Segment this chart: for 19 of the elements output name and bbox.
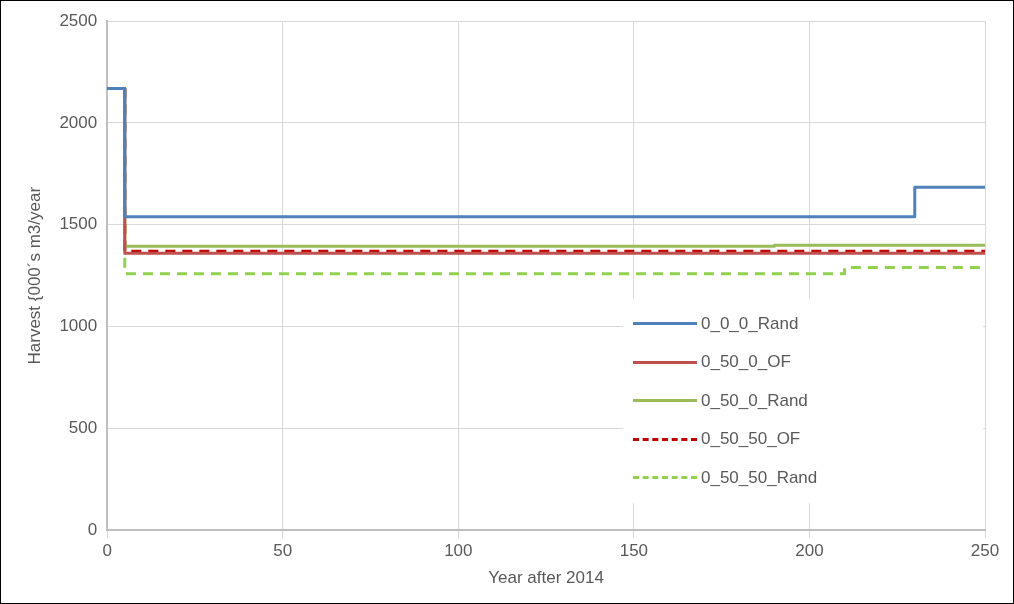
x-tick-label: 100 bbox=[444, 541, 473, 561]
legend-label: 0_50_0_OF bbox=[701, 352, 791, 373]
legend-label: 0_50_50_Rand bbox=[701, 467, 818, 488]
y-axis-title: Harvest {000´s m3/year bbox=[24, 186, 44, 365]
legend-label: 0_0_0_Rand bbox=[701, 313, 799, 334]
y-tick-label: 2000 bbox=[59, 112, 98, 132]
x-tick-label: 200 bbox=[795, 541, 824, 561]
x-tick-label: 250 bbox=[970, 541, 1000, 561]
y-tick-label: 0 bbox=[87, 519, 98, 539]
legend-label: 0_50_50_OF bbox=[701, 429, 801, 450]
y-tick-label: 1000 bbox=[59, 316, 98, 336]
y-tick-label: 500 bbox=[68, 418, 98, 438]
y-tick-label: 2500 bbox=[59, 10, 98, 30]
y-tick-label: 1500 bbox=[59, 214, 98, 234]
x-tick-label: 150 bbox=[619, 541, 649, 561]
x-axis-title: Year after 2014 bbox=[488, 568, 604, 588]
x-tick-label: 0 bbox=[102, 541, 112, 561]
legend-label: 0_50_0_Rand bbox=[701, 390, 808, 411]
x-tick-label: 50 bbox=[273, 541, 293, 561]
